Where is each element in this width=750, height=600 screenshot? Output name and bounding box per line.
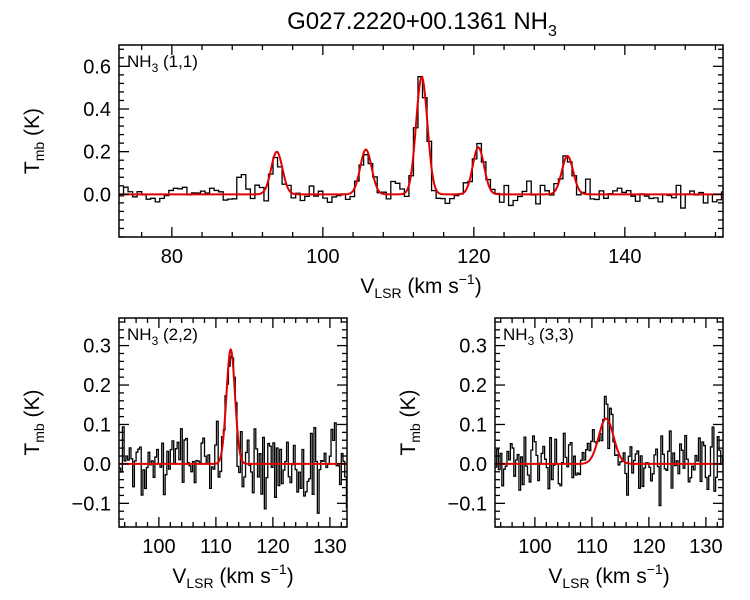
- x-tick-label: 140: [608, 246, 641, 268]
- x-tick-label: 80: [161, 246, 183, 268]
- x-tick-label: 120: [632, 536, 665, 558]
- y-axis-label: Tmb (K): [21, 108, 47, 174]
- y-tick-label: 0.3: [459, 336, 487, 358]
- x-tick-label: 100: [142, 536, 175, 558]
- x-tick-label: 120: [457, 246, 490, 268]
- panel-nh3-33: 100 110 120 130 −0.1 0.0 0.1 0.2 0.3 NH3 (3,3) VLS…: [397, 317, 724, 591]
- y-tick-label: 0.0: [83, 184, 111, 206]
- y-tick-label: 0.2: [83, 375, 111, 397]
- panel-nh3-11: 80 100 120 140 0.0 0.2 0.4 0.6 NH3 (1,1) VLSR (km…: [21, 44, 724, 301]
- y-tick-label: 0.2: [459, 375, 487, 397]
- y-tick-label: 0.2: [83, 142, 111, 164]
- x-tick-label: 120: [256, 536, 289, 558]
- x-tick-label: 130: [689, 536, 722, 558]
- fit-curve: [119, 75, 723, 196]
- y-tick-label: 0.1: [459, 414, 487, 436]
- panel-label: NH3 (1,1): [127, 52, 198, 75]
- fit-curve: [495, 417, 723, 465]
- y-axis-label: Tmb (K): [21, 389, 47, 455]
- panel-label: NH3 (2,2): [127, 325, 198, 348]
- y-tick-label: 0.6: [83, 56, 111, 78]
- x-tick-label: 130: [313, 536, 346, 558]
- plot-frame: [118, 44, 724, 238]
- x-tick-label: 100: [518, 536, 551, 558]
- y-tick-label: −0.1: [72, 493, 111, 515]
- y-tick-label: −0.1: [448, 493, 487, 515]
- y-tick-label: 0.0: [459, 454, 487, 476]
- x-axis-label: VLSR (km s−1): [548, 561, 669, 591]
- figure-title: G027.2220+00.1361 NH3: [287, 8, 557, 40]
- observed-spectrum: [495, 395, 723, 507]
- x-tick-label: 100: [306, 246, 339, 268]
- fit-curve: [119, 348, 347, 465]
- y-tick-label: 0.0: [83, 454, 111, 476]
- y-tick-label: 0.4: [83, 99, 111, 121]
- panel-nh3-22: 100 110 120 130 −0.1 0.0 0.1 0.2 0.3 NH3 (2,2) VLS…: [21, 317, 348, 591]
- observed-spectrum: [119, 76, 723, 209]
- y-tick-label: 0.1: [83, 414, 111, 436]
- x-tick-label: 110: [576, 536, 608, 558]
- y-axis-label: Tmb (K): [397, 389, 423, 455]
- y-tick-label: 0.3: [83, 336, 111, 358]
- x-tick-label: 110: [200, 536, 232, 558]
- plot-frame: [494, 317, 724, 528]
- x-axis-label: VLSR (km s−1): [360, 271, 481, 301]
- x-axis-label: VLSR (km s−1): [172, 561, 293, 591]
- plot-frame: [118, 317, 348, 528]
- panel-label: NH3 (3,3): [503, 325, 574, 348]
